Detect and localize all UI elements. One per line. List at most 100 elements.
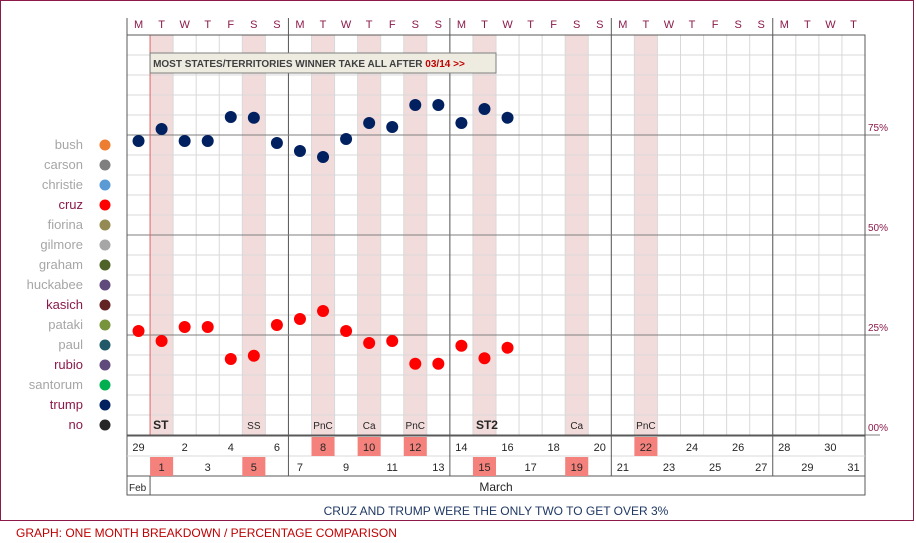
legend-label: carson <box>44 157 83 172</box>
day-letter: F <box>389 19 396 31</box>
legend-marker <box>99 339 111 351</box>
day-letter: W <box>825 19 836 31</box>
cruz-point <box>386 335 399 347</box>
footer-caption: GRAPH: ONE MONTH BREAKDOWN / PERCENTAGE … <box>16 526 397 540</box>
legend-marker <box>99 139 111 151</box>
day-letter: T <box>643 19 650 31</box>
legend-label: no <box>69 417 83 432</box>
chart-frame <box>0 0 914 521</box>
cruz-point <box>201 321 214 333</box>
trump-point <box>132 135 145 147</box>
date-number: 29 <box>801 462 813 474</box>
date-highlight <box>634 437 658 456</box>
month-label: March <box>479 480 512 494</box>
date-highlight <box>357 437 381 456</box>
cruz-point <box>270 319 283 331</box>
date-highlight <box>472 457 496 476</box>
annotation-text: MOST STATES/TERRITORIES WINNER TAKE ALL … <box>153 59 465 70</box>
legend-label: graham <box>39 257 83 272</box>
legend-marker <box>99 239 111 251</box>
day-letter: S <box>412 19 419 31</box>
trump-point <box>363 117 376 129</box>
legend-marker <box>99 319 111 331</box>
date-number: 10 <box>363 442 375 454</box>
legend-marker <box>99 399 111 411</box>
day-letter: F <box>227 19 234 31</box>
trump-point <box>247 111 260 124</box>
date-highlight <box>311 437 335 456</box>
event-label: PnC <box>313 421 332 432</box>
y-tick-label: 25% <box>868 323 888 334</box>
cruz-point <box>293 313 306 325</box>
day-letter: T <box>366 19 373 31</box>
day-letter: M <box>780 19 789 31</box>
day-letter: S <box>273 19 280 31</box>
cruz-point <box>178 321 191 333</box>
cruz-point <box>409 357 422 370</box>
legend-label: cruz <box>58 197 83 212</box>
day-letter: T <box>689 19 696 31</box>
date-number: 16 <box>501 442 513 454</box>
day-letter: S <box>758 19 765 31</box>
day-letter: M <box>295 19 304 31</box>
date-number: 5 <box>251 462 257 474</box>
trump-point <box>224 111 237 123</box>
date-number: 24 <box>686 442 698 454</box>
day-letter: W <box>502 19 513 31</box>
date-number: 12 <box>409 442 421 454</box>
cruz-point <box>247 349 260 362</box>
legend-label: huckabee <box>27 277 83 292</box>
annotation-highlight: 03/14 >> <box>425 59 465 70</box>
date-highlight <box>403 437 427 456</box>
date-number: 20 <box>594 442 606 454</box>
event-label: ST <box>153 418 169 432</box>
date-number: 6 <box>274 442 280 454</box>
legend-marker <box>99 379 111 391</box>
legend-marker <box>99 219 111 231</box>
day-letter: S <box>435 19 442 31</box>
day-letter: T <box>850 19 857 31</box>
day-letter: W <box>664 19 675 31</box>
date-number: 30 <box>824 442 836 454</box>
cruz-point <box>317 305 330 317</box>
day-letter: F <box>712 19 719 31</box>
legend-marker <box>99 199 111 211</box>
day-letter: F <box>550 19 557 31</box>
date-highlight <box>242 457 266 476</box>
day-letter: M <box>457 19 466 31</box>
date-number: 9 <box>343 462 349 474</box>
event-label: SS <box>247 421 261 432</box>
y-tick-label: 50% <box>868 223 888 234</box>
trump-point <box>317 151 330 163</box>
legend-marker <box>99 179 111 191</box>
date-number: 15 <box>478 462 490 474</box>
legend-marker <box>99 419 111 431</box>
date-number: 21 <box>617 462 629 474</box>
event-label: PnC <box>636 421 655 432</box>
date-number: 4 <box>228 442 234 454</box>
trump-point <box>478 103 491 115</box>
day-letter: T <box>804 19 811 31</box>
date-number: 29 <box>132 442 144 454</box>
cruz-point <box>478 352 491 365</box>
legend-marker <box>99 299 111 311</box>
legend-marker <box>99 159 111 171</box>
trump-point <box>155 123 168 135</box>
date-highlight <box>565 457 589 476</box>
cruz-point <box>501 341 514 354</box>
legend-label: paul <box>58 337 83 352</box>
trump-point <box>201 135 214 147</box>
cruz-point <box>155 335 168 347</box>
cruz-point <box>432 357 445 370</box>
day-letter: T <box>481 19 488 31</box>
legend-label: fiorina <box>48 217 84 232</box>
day-letter: T <box>320 19 327 31</box>
trump-point <box>178 135 191 147</box>
day-letter: M <box>134 19 143 31</box>
date-number: 18 <box>548 442 560 454</box>
date-number: 31 <box>847 462 859 474</box>
date-number: 17 <box>524 462 536 474</box>
legend-label: christie <box>42 177 83 192</box>
cruz-point <box>340 325 353 337</box>
